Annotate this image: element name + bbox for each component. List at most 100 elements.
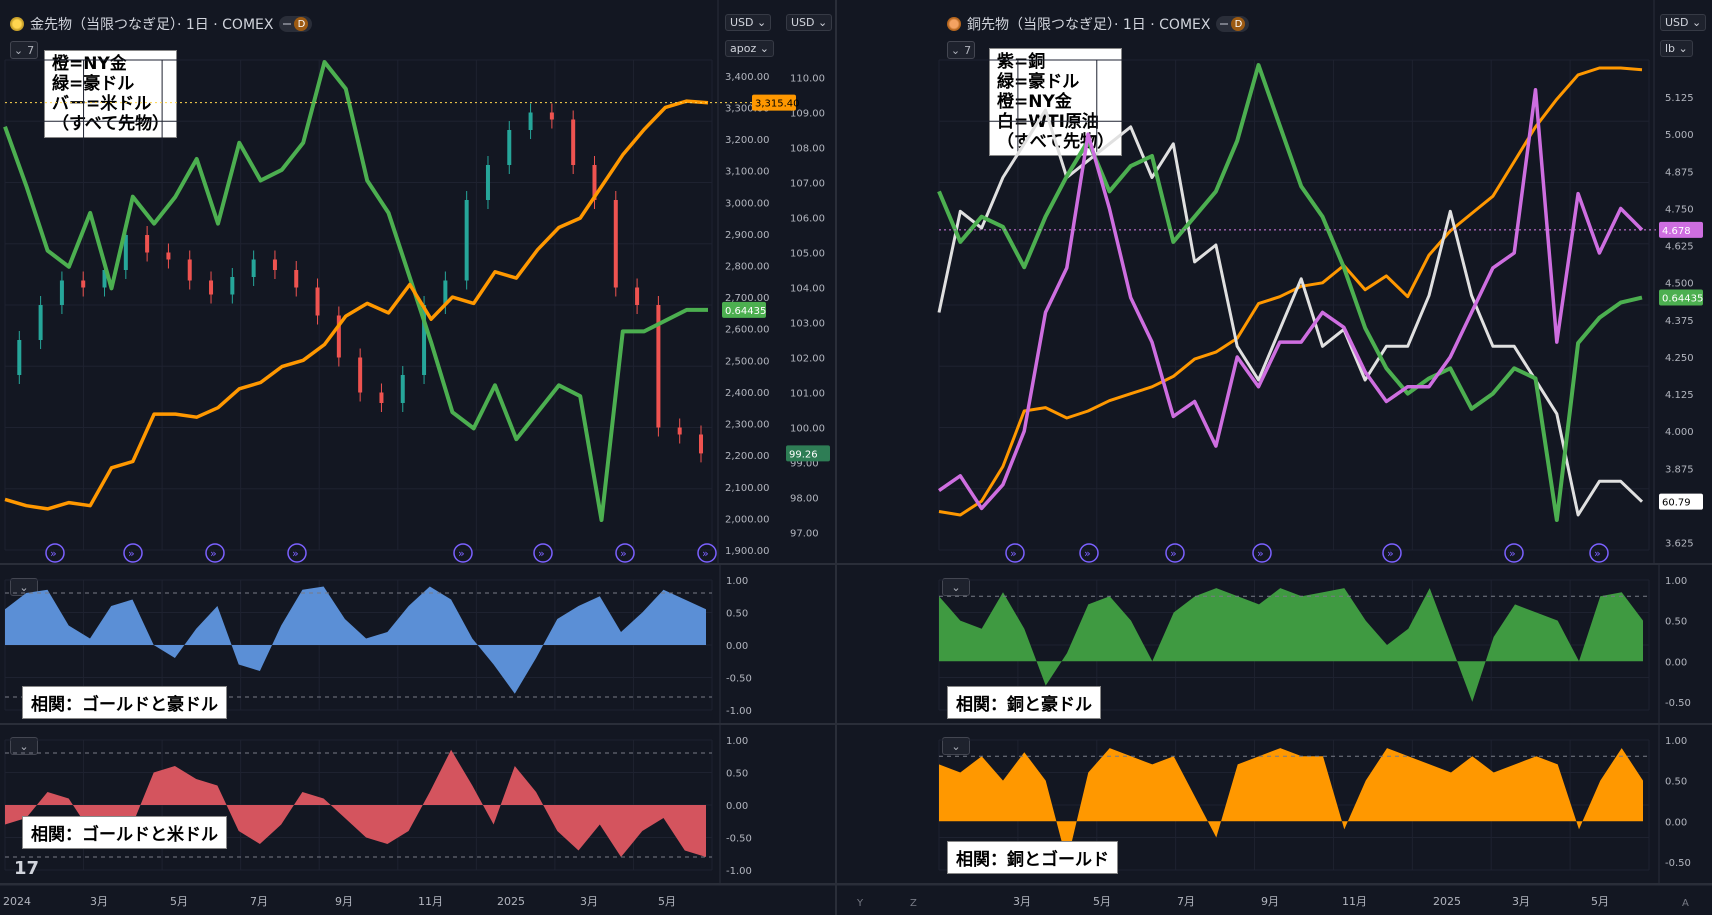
unit-label: USD: [791, 16, 815, 29]
left-main-chart[interactable]: 3,400.00 3,300.00 3,200.00 3,100.00 3,000.00…: [0, 0, 835, 565]
aud-price-tag: 0.64435: [725, 306, 766, 317]
dxy-axis-tick: 102.00: [790, 354, 825, 365]
right-time-axis[interactable]: 3月 5月 7月 9月 11月 2025 3月 5月: [837, 885, 1712, 915]
dxy-axis-tick: 107.00: [790, 179, 825, 190]
correlation-axis-tick: -0.50: [726, 834, 752, 845]
right-corr2-collapse-button[interactable]: ⌄: [942, 737, 970, 755]
chevron-down-icon: ⌄: [950, 43, 961, 57]
correlation-area: [939, 588, 1643, 702]
dxy-axis-tick: 109.00: [790, 109, 825, 120]
usd-candle: [166, 252, 171, 260]
dxy-axis-tick: 99.00: [790, 459, 819, 470]
correlation-axis-tick: 0.00: [726, 641, 748, 652]
left-corr2-label: 相関：ゴールドと米ドル: [22, 816, 227, 849]
left-title-text: 金先物（当限つなぎ足）· 1日 · COMEX: [30, 17, 274, 33]
right-corr1-label: 相関：銅と豪ドル: [947, 686, 1101, 719]
left-data-toggle[interactable]: D: [279, 16, 313, 32]
axis-z-button[interactable]: Z: [910, 898, 917, 909]
usd-candle: [400, 375, 405, 403]
time-axis-tick: 3月: [90, 895, 108, 908]
time-axis-tick: 2025: [1433, 895, 1461, 908]
dxy-axis-tick: 110.00: [790, 74, 825, 85]
dxy-price-tag: 99.26: [789, 449, 818, 460]
left-corr2-collapse-button[interactable]: ⌄: [10, 737, 38, 755]
time-axis-tick: 7月: [250, 895, 268, 908]
usd-candle: [209, 280, 214, 295]
right-unit-sub-a[interactable]: lb ⌄: [1660, 40, 1693, 57]
dxy-axis-tick: 101.00: [790, 389, 825, 400]
right-corr2-label: 相関：銅とゴールド: [947, 841, 1118, 874]
usd-candle: [145, 235, 150, 253]
event-icon: [1504, 543, 1524, 563]
unit-label: USD: [730, 16, 754, 29]
event-icon: [1589, 543, 1609, 563]
right-panel-title[interactable]: 銅先物（当限つなぎ足）· 1日 · COMEX D: [947, 14, 1250, 34]
dxy-axis-tick: 104.00: [790, 284, 825, 295]
copper-axis-tick: 4.625: [1665, 242, 1694, 253]
delay-badge: D: [1231, 17, 1246, 31]
left-panel-title[interactable]: 金先物（当限つなぎ足）· 1日 · COMEX D: [10, 14, 313, 34]
indicator-count: 7: [964, 43, 972, 57]
time-axis-tick: 2025: [497, 895, 525, 908]
right-corr1-collapse-button[interactable]: ⌄: [942, 578, 970, 596]
aud-series-line: [3, 60, 708, 522]
event-icon: [697, 543, 717, 563]
left-time-axis[interactable]: 2024 3月 5月 7月 9月 11月 2025 3月 5月: [0, 885, 835, 915]
event-icon-glyph: »: [1170, 547, 1177, 560]
left-panel: 金先物（当限つなぎ足）· 1日 · COMEX D ⌄ 7 橙=NY金 緑=豪ドルバ…: [0, 0, 835, 915]
event-icon: [1005, 543, 1025, 563]
correlation-area: [5, 586, 706, 694]
tradingview-logo[interactable]: 17: [14, 858, 40, 879]
legend-line: 橙=NY金: [52, 54, 127, 74]
axis-y-button[interactable]: Y: [857, 898, 864, 909]
left-unit-sub-a[interactable]: apoz ⌄: [725, 40, 774, 57]
usd-candle: [422, 305, 427, 375]
event-icon: [533, 543, 553, 563]
gold-axis-tick: 3,100.00: [725, 167, 770, 178]
usd-candle: [549, 112, 554, 120]
dxy-axis-tick: 100.00: [790, 424, 825, 435]
gold-price-tag-bg: [752, 94, 796, 111]
gold-axis-tick: 3,300.00: [725, 103, 770, 114]
right-main-chart[interactable]: 5.125 5.000 4.875 4.750 4.625 4.500 4.375 4.250…: [837, 0, 1712, 565]
event-icon-glyph: »: [292, 547, 299, 560]
legend-line: 橙=NY金: [997, 92, 1072, 112]
left-unit-select-b[interactable]: USD ⌄: [786, 14, 833, 31]
left-corr1-label: 相関：ゴールドと豪ドル: [22, 686, 227, 719]
copper-axis-tick: 4.250: [1665, 353, 1694, 364]
copper-price-tag: 4.678: [1662, 226, 1691, 237]
right-data-toggle[interactable]: D: [1216, 16, 1250, 32]
right-corr1-chart[interactable]: 1.00 0.50 0.00 -0.50: [837, 565, 1712, 725]
gold-axis-tick: 2,300.00: [725, 420, 770, 431]
dxy-axis-tick: 108.00: [790, 144, 825, 155]
left-corr2-chart[interactable]: 1.00 0.50 0.00 -0.50 -1.00: [0, 725, 835, 885]
left-indicator-collapse-button[interactable]: ⌄ 7: [10, 41, 38, 59]
right-indicator-collapse-button[interactable]: ⌄ 7: [947, 41, 975, 59]
event-icon-glyph: »: [458, 547, 465, 560]
event-icon-glyph: »: [1387, 547, 1394, 560]
axis-a-button[interactable]: A: [1682, 898, 1689, 909]
copper-price-tag-bg: [1659, 221, 1703, 238]
copper-axis-tick: 4.500: [1665, 279, 1694, 290]
time-axis-tick: 9月: [1261, 895, 1279, 908]
left-unit-select-a[interactable]: USD ⌄: [725, 14, 772, 31]
dxy-axis-tick: 105.00: [790, 249, 825, 260]
correlation-axis-tick: 0.50: [1665, 617, 1687, 628]
wti-series-line: [937, 108, 1644, 517]
correlation-axis-tick: 1.00: [726, 736, 748, 747]
left-corr1-chart[interactable]: 1.00 0.50 0.00 -0.50 -1.00: [0, 565, 835, 725]
chevron-down-icon: ⌄: [19, 580, 29, 594]
gold-axis-tick: 3,400.00: [725, 72, 770, 83]
usd-candle: [230, 277, 235, 295]
gold-axis-tick: 2,600.00: [725, 325, 770, 336]
gold-series-line: [4, 99, 709, 511]
usd-candle: [123, 235, 128, 270]
panel-divider[interactable]: [835, 0, 837, 915]
usd-candle: [485, 165, 490, 200]
usd-candle: [38, 305, 43, 340]
usd-candle: [571, 119, 576, 165]
usd-candle: [59, 280, 64, 305]
chevron-down-icon: ⌄: [19, 739, 29, 753]
event-icon: [45, 543, 65, 563]
right-unit-select-a[interactable]: USD ⌄: [1660, 14, 1707, 31]
